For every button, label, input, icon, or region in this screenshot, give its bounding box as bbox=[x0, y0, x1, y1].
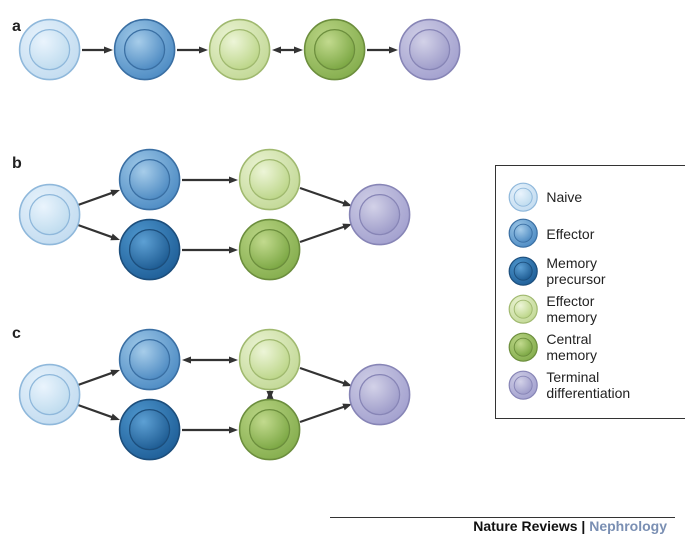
diagram-canvas: a b c Naive Effector Memoryprecursor Effectorm… bbox=[0, 0, 685, 540]
legend-swatch-central_memory bbox=[508, 332, 538, 362]
cell-terminal bbox=[348, 183, 411, 246]
panel-label-a: a bbox=[12, 18, 21, 36]
legend-item-central_memory: Centralmemory bbox=[508, 331, 678, 363]
cell-naive bbox=[18, 18, 81, 81]
credit-sub: Nephrology bbox=[589, 518, 667, 534]
legend-item-memory_precursor: Memoryprecursor bbox=[508, 255, 678, 287]
legend-label: Terminaldifferentiation bbox=[546, 369, 630, 401]
cell-naive bbox=[18, 363, 81, 426]
cell-effector bbox=[113, 18, 176, 81]
cell-effector_memory bbox=[208, 18, 271, 81]
cell-effector_memory bbox=[238, 148, 301, 211]
legend-label: Memoryprecursor bbox=[546, 255, 605, 287]
cell-central_memory bbox=[238, 218, 301, 281]
cell-naive bbox=[18, 183, 81, 246]
cell-effector bbox=[118, 328, 181, 391]
cell-memory_precursor bbox=[118, 398, 181, 461]
legend-item-terminal: Terminaldifferentiation bbox=[508, 369, 678, 401]
legend-label: Centralmemory bbox=[546, 331, 597, 363]
legend-swatch-terminal bbox=[508, 370, 538, 400]
legend-item-effector: Effector bbox=[508, 218, 678, 248]
cell-memory_precursor bbox=[118, 218, 181, 281]
legend-label: Naive bbox=[546, 189, 582, 205]
legend-label: Effector bbox=[546, 226, 594, 242]
cell-central_memory bbox=[303, 18, 366, 81]
legend-swatch-memory_precursor bbox=[508, 256, 538, 286]
credit-sep: | bbox=[578, 518, 590, 534]
cell-terminal bbox=[348, 363, 411, 426]
credit-main: Nature Reviews bbox=[473, 518, 577, 534]
legend-label: Effectormemory bbox=[546, 293, 597, 325]
legend-swatch-naive bbox=[508, 182, 538, 212]
cell-effector_memory bbox=[238, 328, 301, 391]
legend: Naive Effector Memoryprecursor Effectormemo… bbox=[495, 165, 685, 419]
cell-terminal bbox=[398, 18, 461, 81]
legend-swatch-effector bbox=[508, 218, 538, 248]
legend-swatch-effector_memory bbox=[508, 294, 538, 324]
panel-label-c: c bbox=[12, 325, 21, 343]
legend-item-naive: Naive bbox=[508, 182, 678, 212]
panel-label-b: b bbox=[12, 155, 22, 173]
legend-item-effector_memory: Effectormemory bbox=[508, 293, 678, 325]
cell-central_memory bbox=[238, 398, 301, 461]
credit-line: Nature Reviews | Nephrology bbox=[473, 518, 667, 534]
cell-effector bbox=[118, 148, 181, 211]
